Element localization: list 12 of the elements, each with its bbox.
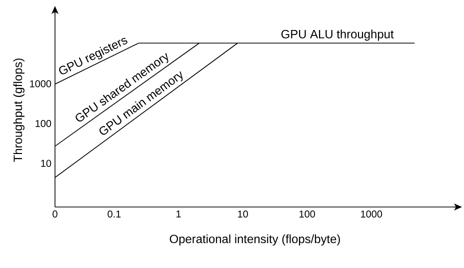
x-tick-label: 100 (300, 210, 315, 218)
x-tick-label: 0.1 (108, 210, 121, 218)
x-tick-label: 1000 (361, 210, 382, 218)
y-tick-label: 100 (36, 120, 52, 128)
y-axis-title: Throughput (gflops) (13, 58, 24, 162)
x-tick-label: 0 (52, 210, 58, 218)
x-tick-label: 1 (176, 210, 181, 218)
y-tick-label: 1000 (30, 80, 52, 88)
y-tick-label: 10 (41, 160, 52, 167)
x-axis-title: Operational intensity (flops/byte) (170, 234, 340, 246)
x-tick-label: 10 (238, 210, 248, 218)
series-label: GPU ALU throughput (281, 30, 394, 41)
